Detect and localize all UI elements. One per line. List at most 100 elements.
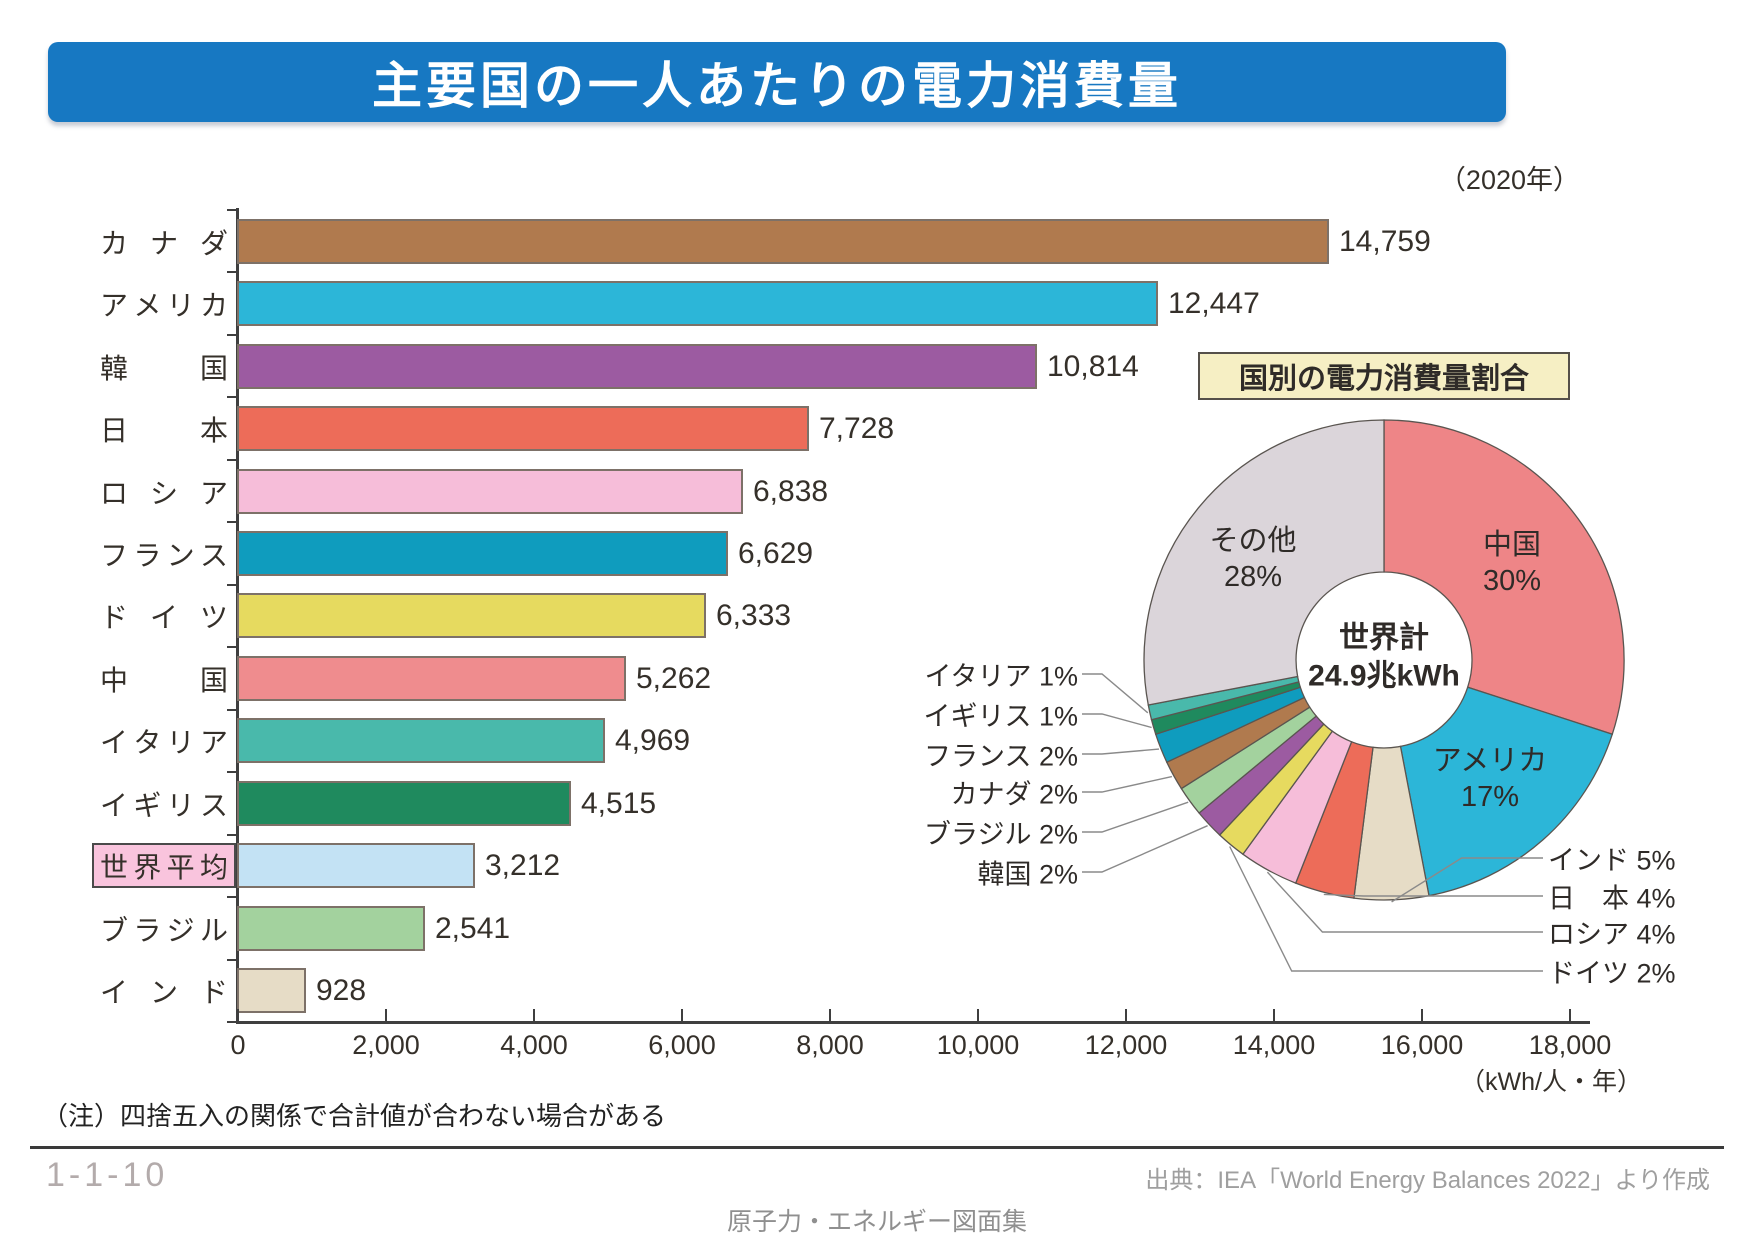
bar-value-label: 6,629	[738, 536, 814, 570]
bar-category-label: イタリア	[100, 726, 228, 758]
bar-category-label: 中国	[100, 664, 228, 696]
bar-category-label: カナダ	[100, 227, 228, 259]
x-axis-tick-label: 4,000	[500, 1030, 568, 1060]
title-banner: 主要国の一人あたりの電力消費量	[48, 42, 1506, 122]
x-axis-unit-label: （kWh/人・年）	[1460, 1068, 1642, 1096]
x-axis-tick	[533, 1009, 535, 1021]
pie-slice-label: その他 28%	[1209, 524, 1297, 593]
pie-callout-label: 日 本 4%	[1548, 883, 1676, 914]
bar	[237, 344, 1037, 389]
y-axis-tick	[227, 771, 236, 773]
pie-callout-label: イギリス 1%	[923, 701, 1078, 732]
collection-footer: 原子力・エネルギー図面集	[726, 1208, 1027, 1236]
pie-callout-label: フランス 2%	[924, 741, 1078, 772]
bar	[237, 781, 571, 826]
bar	[237, 718, 605, 763]
bar	[237, 469, 743, 514]
x-axis-tick-label: 12,000	[1084, 1030, 1168, 1060]
pie-center-line1: 世界計	[1339, 621, 1429, 655]
x-axis-tick	[1569, 1009, 1571, 1021]
y-axis-tick	[227, 1021, 236, 1023]
bar-category-label: インド	[100, 976, 228, 1008]
leader-line	[1082, 713, 1152, 729]
bar	[237, 906, 425, 951]
bar	[237, 968, 306, 1013]
x-axis-tick-label: 0	[230, 1030, 246, 1060]
x-axis-tick	[1273, 1009, 1275, 1021]
pie-slice-label: アメリカ 17%	[1432, 744, 1548, 813]
bar	[237, 843, 475, 888]
bar-value-label: 14,759	[1339, 224, 1431, 258]
x-axis-tick	[681, 1009, 683, 1021]
bar-value-label: 12,447	[1168, 286, 1260, 320]
y-axis-tick	[227, 209, 236, 211]
pie-callout-label: インド 5%	[1548, 845, 1676, 876]
y-axis-tick	[227, 709, 236, 711]
pie-chart-title-box: 国別の電力消費量割合	[1198, 352, 1570, 400]
x-axis-tick-label: 2,000	[352, 1030, 420, 1060]
pie-chart-title: 国別の電力消費量割合	[1238, 363, 1529, 395]
bar-value-label: 6,333	[716, 598, 792, 632]
bar	[237, 406, 809, 451]
source-credit: 出典：IEA「World Energy Balances 2022」より作成	[1145, 1167, 1710, 1194]
y-axis-tick	[227, 521, 236, 523]
x-axis-tick	[829, 1009, 831, 1021]
y-axis-tick	[227, 396, 236, 398]
y-axis-tick	[227, 959, 236, 961]
y-axis-tick	[227, 584, 236, 586]
pie-callout-label: カナダ 2%	[950, 779, 1078, 810]
bar	[237, 281, 1158, 326]
pie-slice-label: 中国 30%	[1482, 528, 1542, 597]
bar-category-label: アメリカ	[100, 289, 228, 321]
bar-value-label: 4,969	[615, 723, 691, 757]
bar-category-label: ロシア	[100, 477, 228, 509]
page-number: 1-1-10	[46, 1156, 169, 1194]
bar-chart-x-axis	[236, 1021, 1590, 1024]
pie-callout-label: ロシア 4%	[1548, 919, 1676, 950]
pie-center-line2: 24.9兆kWh	[1308, 659, 1460, 692]
divider-rule	[30, 1146, 1724, 1149]
x-axis-tick	[977, 1009, 979, 1021]
bar-category-label: 世界平均	[92, 843, 236, 888]
leader-line	[1323, 893, 1543, 897]
leader-line	[1266, 871, 1543, 933]
y-axis-tick	[227, 834, 236, 836]
leader-line	[1082, 673, 1149, 714]
pie-callout-label: 韓国 2%	[977, 859, 1078, 890]
bar-value-label: 7,728	[819, 411, 895, 445]
bar-value-label: 6,838	[753, 474, 829, 508]
bar	[237, 219, 1329, 264]
x-axis-tick	[1421, 1009, 1423, 1021]
x-axis-tick-label: 10,000	[936, 1030, 1020, 1060]
pie-center-label: 世界計 24.9兆kWh	[1308, 620, 1460, 695]
year-label: （2020年）	[1438, 165, 1580, 195]
y-axis-tick	[227, 896, 236, 898]
pie-callout-label: イタリア 1%	[924, 661, 1078, 692]
x-axis-tick-label: 14,000	[1232, 1030, 1316, 1060]
leader-line	[1391, 857, 1543, 903]
y-axis-tick	[227, 271, 236, 273]
bar-category-label: フランス	[100, 539, 228, 571]
x-axis-tick-label: 18,000	[1528, 1030, 1612, 1060]
x-axis-tick	[1125, 1009, 1127, 1021]
y-axis-tick	[227, 334, 236, 336]
bar-value-label: 2,541	[435, 911, 511, 945]
bar-category-label: イギリス	[100, 789, 228, 821]
bar-category-label: 韓国	[100, 352, 228, 384]
bar	[237, 531, 728, 576]
pie-slice	[1143, 419, 1385, 706]
footnote: （注）四捨五入の関係で合計値が合わない場合がある	[42, 1101, 667, 1131]
bar-value-label: 10,814	[1047, 349, 1139, 383]
leader-line	[1082, 748, 1160, 755]
x-axis-tick	[237, 1009, 239, 1021]
bar	[237, 593, 706, 638]
pie-callout-label: ブラジル 2%	[924, 819, 1078, 850]
leader-line	[1082, 825, 1208, 873]
pie-slice	[1383, 419, 1625, 736]
x-axis-tick-label: 16,000	[1380, 1030, 1464, 1060]
bar-value-label: 5,262	[636, 661, 712, 695]
pie-slice	[1399, 686, 1614, 897]
bar-value-label: 928	[316, 973, 367, 1007]
